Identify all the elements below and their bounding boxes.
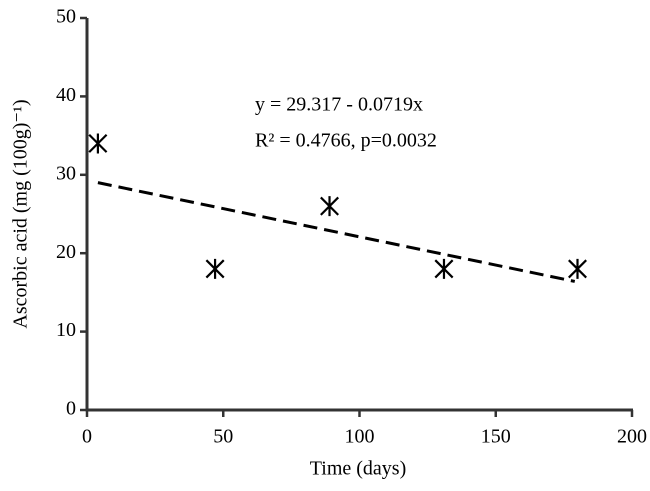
equation: y = 29.317 - 0.0719x	[255, 94, 423, 116]
y-tick-label: 30	[56, 162, 76, 184]
data-point	[434, 258, 454, 279]
y-tick-label: 0	[66, 398, 76, 420]
data-point	[205, 258, 225, 279]
trend-line	[97, 181, 576, 283]
data-point	[320, 196, 340, 217]
y-tick-label: 50	[56, 6, 76, 28]
y-tick-label: 10	[56, 319, 76, 341]
data-point	[88, 133, 108, 154]
y-tick-label: 40	[56, 84, 76, 106]
x-tick-label: 100	[345, 426, 375, 448]
y-axis-label: Ascorbic acid (mg (100g)⁻¹)	[10, 99, 32, 328]
data-point	[568, 258, 587, 279]
x-tick-label: 150	[481, 426, 511, 448]
x-tick-label: 0	[82, 426, 92, 448]
x-tick-label: 200	[617, 426, 647, 448]
y-tick-label: 20	[56, 241, 76, 263]
r-squared: R² = 0.4766, p=0.0032	[255, 130, 437, 152]
x-tick-label: 50	[213, 426, 233, 448]
x-axis-label: Time (days)	[310, 458, 406, 480]
